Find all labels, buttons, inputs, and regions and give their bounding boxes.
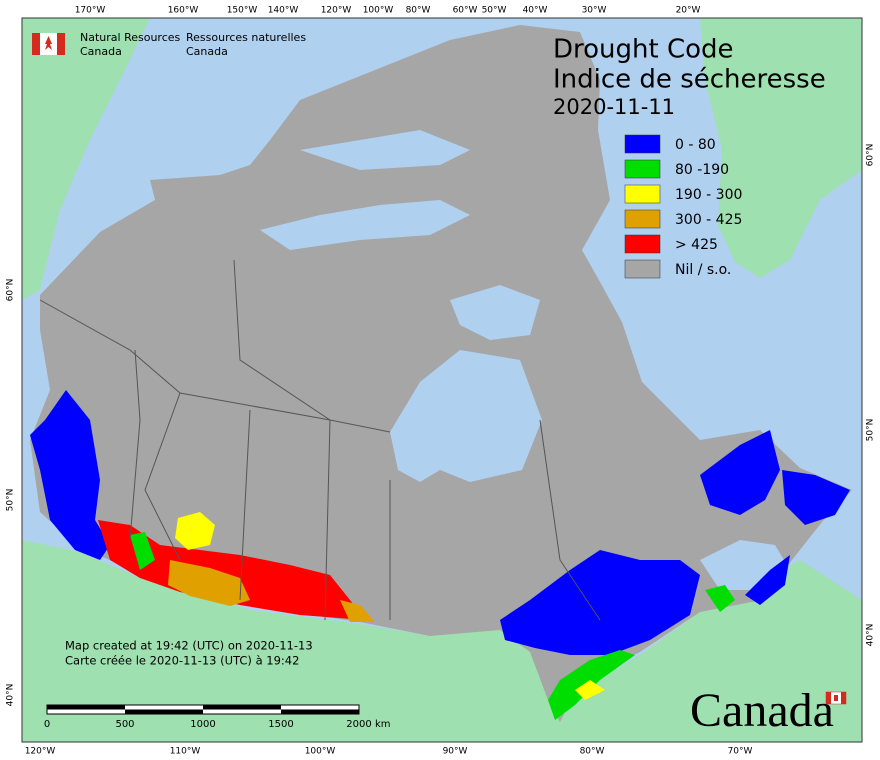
date: 2020-11-11 [553,95,675,119]
zone-bc [30,390,110,560]
lon-label: 80°W [580,747,605,757]
title: Drought Code [553,35,734,65]
legend-swatch [624,134,661,154]
legend-label: 0 - 80 [675,137,716,153]
boundaries [39,259,601,621]
title: Indice de sécheresse [553,65,826,95]
lon-label: 80°W [406,6,431,16]
scale-segment [125,709,203,714]
org-en: Canada [80,45,122,58]
scale-label: 1500 [268,719,293,730]
legend-label: 300 - 425 [675,212,742,228]
org-fr: Ressources naturelles [186,31,306,44]
zone-east [575,680,605,700]
wordmark: Canada [690,684,834,737]
zone-prairie [98,520,365,620]
border [144,392,181,561]
scale-label: 0 [44,719,50,730]
lon-label: 70°W [728,747,753,757]
flag-bar [32,33,40,55]
lat-label: 50°N [6,489,16,512]
scale-unit: km [375,719,391,730]
flag-bar [57,33,65,55]
lon-label: 40°W [523,6,548,16]
legend-swatch [624,209,661,229]
lat-label: 40°N [866,624,876,647]
wordmark-flag [825,691,847,705]
flag-bar [826,692,831,704]
flag-leaf [45,36,52,50]
drought-zones [30,390,850,720]
flag-bar [841,692,846,704]
lon-label: 60°W [453,6,478,16]
lat-label: 50°N [866,419,876,442]
legend-label: > 425 [675,237,718,253]
scale-segment [203,705,281,710]
org-en: Natural Resources [80,31,181,44]
lon-label: 170°W [75,6,106,16]
lat-label: 60°N [866,144,876,167]
org-fr: Canada [186,45,228,58]
note: Map created at 19:42 (UTC) on 2020-11-13 [65,639,313,653]
arctic-channel [300,130,470,170]
zone-maritimes [745,555,790,605]
legend-swatch [624,184,661,204]
scale-bar: 0 500 1000 1500 2000 km [44,704,391,730]
lon-label: 150°W [227,6,258,16]
alaska [22,18,150,300]
lon-label: 50°W [482,6,507,16]
map [22,18,862,742]
border [233,259,331,421]
arctic-channel [260,200,470,250]
zone-bc [130,532,155,570]
note: Carte créée le 2020-11-13 (UTC) à 19:42 [65,654,299,668]
greenland [700,18,862,278]
lon-label: 90°W [443,747,468,757]
lon-label: 120°W [25,747,56,757]
legend-swatch [624,259,661,279]
lat-label: 60°N [6,279,16,302]
scale-segment [47,705,125,710]
zone-maritimes [705,585,735,612]
zone-prairie [340,600,375,622]
lon-label: 110°W [170,747,201,757]
legend-swatch [624,159,661,179]
zone-east [500,550,700,655]
hudson-bay [390,350,542,482]
zone-labrador [700,430,780,515]
lon-label: 30°W [582,6,607,16]
flag-leaf [834,695,838,701]
scale-label: 2000 [346,719,371,730]
usa [22,540,862,742]
legend-label: 80 -190 [675,162,729,178]
legend: 0 - 80 80 -190 190 - 300 300 - 425 > 425 Nil … [624,134,742,279]
scale-segment [281,709,359,714]
header: Natural Resources Canada Ressources natu… [32,31,306,58]
lon-label: 140°W [268,6,299,16]
legend-label: Nil / s.o. [675,262,731,278]
border [539,419,601,621]
zone-newfoundland [782,470,850,525]
lat-label: 40°N [6,684,16,707]
scale-label: 1000 [190,719,215,730]
zone-prairie [168,560,250,606]
frame [21,17,863,743]
scale-label: 500 [115,719,134,730]
lon-label: 120°W [321,6,352,16]
border [239,409,251,601]
legend-swatch [624,234,661,254]
foxe-basin [450,285,540,340]
lon-label: 100°W [363,6,394,16]
lon-label: 100°W [305,747,336,757]
border [129,349,141,541]
border [324,419,331,621]
graticule-labels: 170°W 160°W 150°W 140°W 120°W 100°W 80°W 60°W 50… [6,6,876,757]
zone-prairie [175,512,215,550]
legend-label: 190 - 300 [675,187,742,203]
lon-label: 160°W [168,6,199,16]
lon-label: 20°W [676,6,701,16]
